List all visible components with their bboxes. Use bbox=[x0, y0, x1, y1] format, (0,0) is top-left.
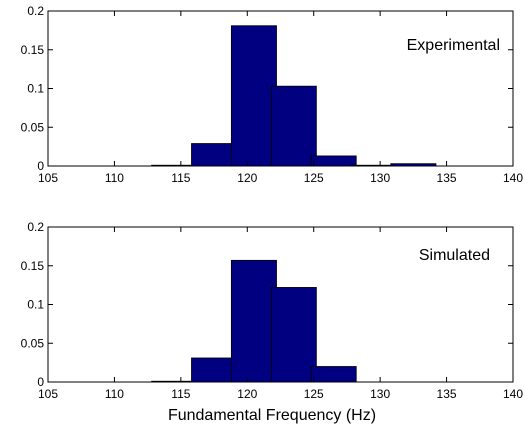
bar-4 bbox=[310, 366, 357, 383]
y-tick-label: 0 bbox=[37, 375, 44, 389]
x-tick-label: 105 bbox=[38, 171, 58, 185]
y-axis-ticks: 0 0.05 0.1 0.15 0.2 bbox=[21, 4, 513, 173]
bar-4 bbox=[310, 155, 357, 167]
bar-2 bbox=[230, 25, 277, 167]
x-tick-label: 115 bbox=[171, 171, 190, 185]
bar-0 bbox=[151, 164, 198, 167]
y-tick-label: 0.2 bbox=[27, 220, 44, 234]
x-tick-label: 125 bbox=[304, 171, 324, 185]
x-tick-label: 120 bbox=[237, 387, 257, 401]
x-tick-label: 120 bbox=[237, 171, 257, 185]
simulated-histogram: 105 110 115 120 125 130 135 140 0 0.05 0.1 0.15 0.2… bbox=[21, 220, 524, 401]
bar-0 bbox=[151, 380, 198, 383]
y-tick-label: 0.05 bbox=[21, 120, 45, 134]
series-annotation-experimental: Experimental bbox=[407, 37, 500, 54]
bars-group bbox=[151, 259, 357, 383]
x-tick-label: 140 bbox=[503, 171, 523, 185]
x-axis-ticks: 105 110 115 120 125 130 135 140 bbox=[38, 11, 523, 185]
y-tick-label: 0.05 bbox=[21, 336, 45, 350]
y-tick-label: 0.15 bbox=[21, 43, 45, 57]
x-tick-label: 110 bbox=[105, 171, 124, 185]
bar-6 bbox=[390, 163, 437, 167]
y-axis-ticks: 0 0.05 0.1 0.15 0.2 bbox=[21, 220, 513, 389]
bar-2 bbox=[230, 259, 277, 383]
bar-3 bbox=[270, 287, 317, 383]
series-annotation-simulated: Simulated bbox=[419, 247, 490, 264]
y-tick-label: 0 bbox=[37, 159, 44, 173]
bar-3 bbox=[270, 85, 317, 167]
bars-group bbox=[151, 25, 437, 167]
y-tick-label: 0.1 bbox=[27, 82, 44, 96]
x-tick-label: 105 bbox=[38, 387, 58, 401]
bar-1 bbox=[191, 357, 238, 383]
x-tick-label: 125 bbox=[304, 387, 324, 401]
x-tick-label: 130 bbox=[370, 171, 390, 185]
x-tick-label: 135 bbox=[437, 171, 457, 185]
x-axis-label: Fundamental Frequency (Hz) bbox=[168, 407, 376, 424]
x-tick-label: 115 bbox=[171, 387, 190, 401]
x-tick-label: 140 bbox=[503, 387, 523, 401]
bar-5 bbox=[350, 164, 397, 167]
y-tick-label: 0.2 bbox=[27, 4, 44, 18]
x-tick-label: 130 bbox=[370, 387, 390, 401]
x-tick-label: 110 bbox=[105, 387, 124, 401]
x-axis-ticks: 105 110 115 120 125 130 135 140 bbox=[38, 227, 523, 401]
y-tick-label: 0.15 bbox=[21, 259, 45, 273]
y-tick-label: 0.1 bbox=[27, 298, 44, 312]
x-tick-label: 135 bbox=[437, 387, 457, 401]
bar-1 bbox=[191, 143, 238, 167]
experimental-histogram: 105 110 115 120 125 130 135 140 0 0.05 0.1 0.15 0.2… bbox=[21, 4, 524, 185]
